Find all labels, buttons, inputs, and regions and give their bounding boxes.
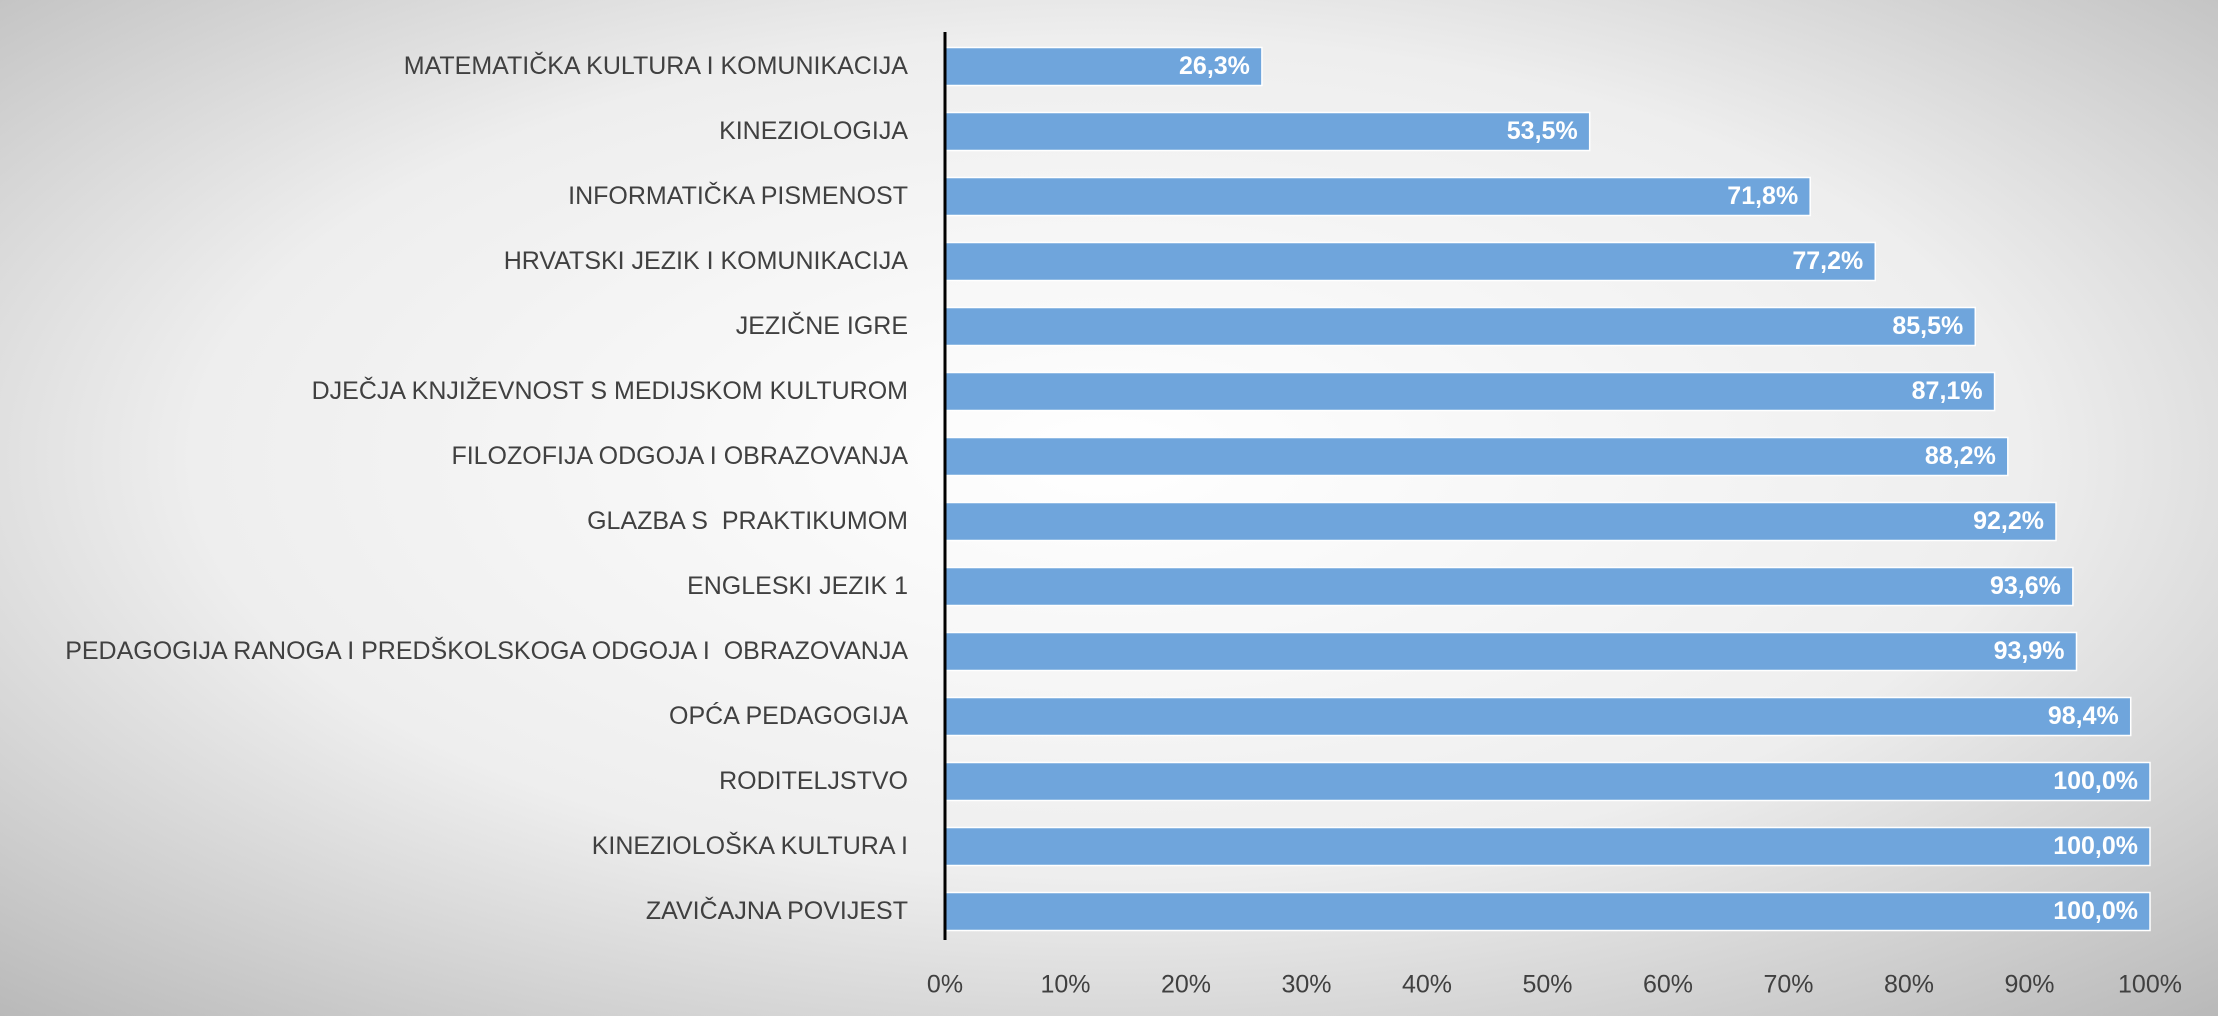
data-label: 71,8% — [1727, 182, 1798, 210]
y-tick-label: ENGLESKI JEZIK 1 — [687, 572, 908, 600]
data-label: 100,0% — [2053, 832, 2138, 860]
bar — [944, 176, 1811, 217]
y-tick-label: PEDAGOGIJA RANOGA I PREDŠKOLSKOGA ODGOJA… — [65, 636, 908, 665]
y-tick-label: FILOZOFIJA ODGOJA I OBRAZOVANJA — [451, 442, 908, 470]
data-label: 92,2% — [1973, 507, 2044, 535]
x-tick-label: 100% — [2118, 971, 2182, 999]
x-tick-label: 70% — [1763, 971, 1813, 999]
y-tick-label: MATEMATIČKA KULTURA I KOMUNIKACIJA — [404, 51, 909, 80]
y-tick-label: KINEZIOLOGIJA — [719, 117, 908, 145]
x-tick-label: 10% — [1040, 971, 1090, 999]
data-label: 88,2% — [1925, 442, 1996, 470]
data-label: 98,4% — [2048, 702, 2119, 730]
bar — [944, 566, 2074, 607]
y-tick-label: OPĆA PEDAGOGIJA — [669, 701, 908, 730]
y-tick-label: JEZIČNE IGRE — [736, 311, 908, 340]
x-tick-label: 0% — [927, 971, 963, 999]
y-tick-label: KINEZIOLOŠKA KULTURA I — [592, 831, 908, 860]
x-tick-label: 40% — [1402, 971, 1452, 999]
x-tick-label: 30% — [1281, 971, 1331, 999]
y-tick-label: INFORMATIČKA PISMENOST — [568, 181, 908, 210]
y-tick-label: GLAZBA S PRAKTIKUMOM — [587, 507, 908, 535]
bar — [944, 696, 2132, 737]
bar — [944, 241, 1877, 282]
bar — [944, 436, 2009, 477]
bar — [944, 761, 2151, 802]
bar — [944, 371, 1996, 412]
data-label: 85,5% — [1892, 312, 1963, 340]
y-tick-label: HRVATSKI JEZIK I KOMUNIKACIJA — [504, 247, 909, 275]
bar — [944, 501, 2057, 542]
x-tick-label: 60% — [1643, 971, 1693, 999]
bar — [944, 826, 2151, 867]
bar — [944, 306, 1977, 347]
bar — [944, 111, 1591, 152]
y-tick-label: RODITELJSTVO — [719, 767, 908, 795]
data-label: 93,9% — [1994, 637, 2065, 665]
data-label: 53,5% — [1507, 117, 1578, 145]
data-label: 100,0% — [2053, 897, 2138, 925]
x-tick-label: 90% — [2004, 971, 2054, 999]
data-label: 26,3% — [1179, 52, 1250, 80]
data-label: 87,1% — [1912, 377, 1983, 405]
x-tick-label: 80% — [1884, 971, 1934, 999]
data-label: 77,2% — [1792, 247, 1863, 275]
bar — [944, 46, 1263, 87]
bar — [944, 631, 2078, 672]
x-tick-label: 50% — [1522, 971, 1572, 999]
bar — [944, 891, 2151, 932]
data-label: 100,0% — [2053, 767, 2138, 795]
x-tick-label: 20% — [1161, 971, 1211, 999]
data-label: 93,6% — [1990, 572, 2061, 600]
y-tick-label: DJEČJA KNJIŽEVNOST S MEDIJSKOM KULTUROM — [312, 376, 908, 405]
y-tick-label: ZAVIČAJNA POVIJEST — [646, 896, 908, 925]
